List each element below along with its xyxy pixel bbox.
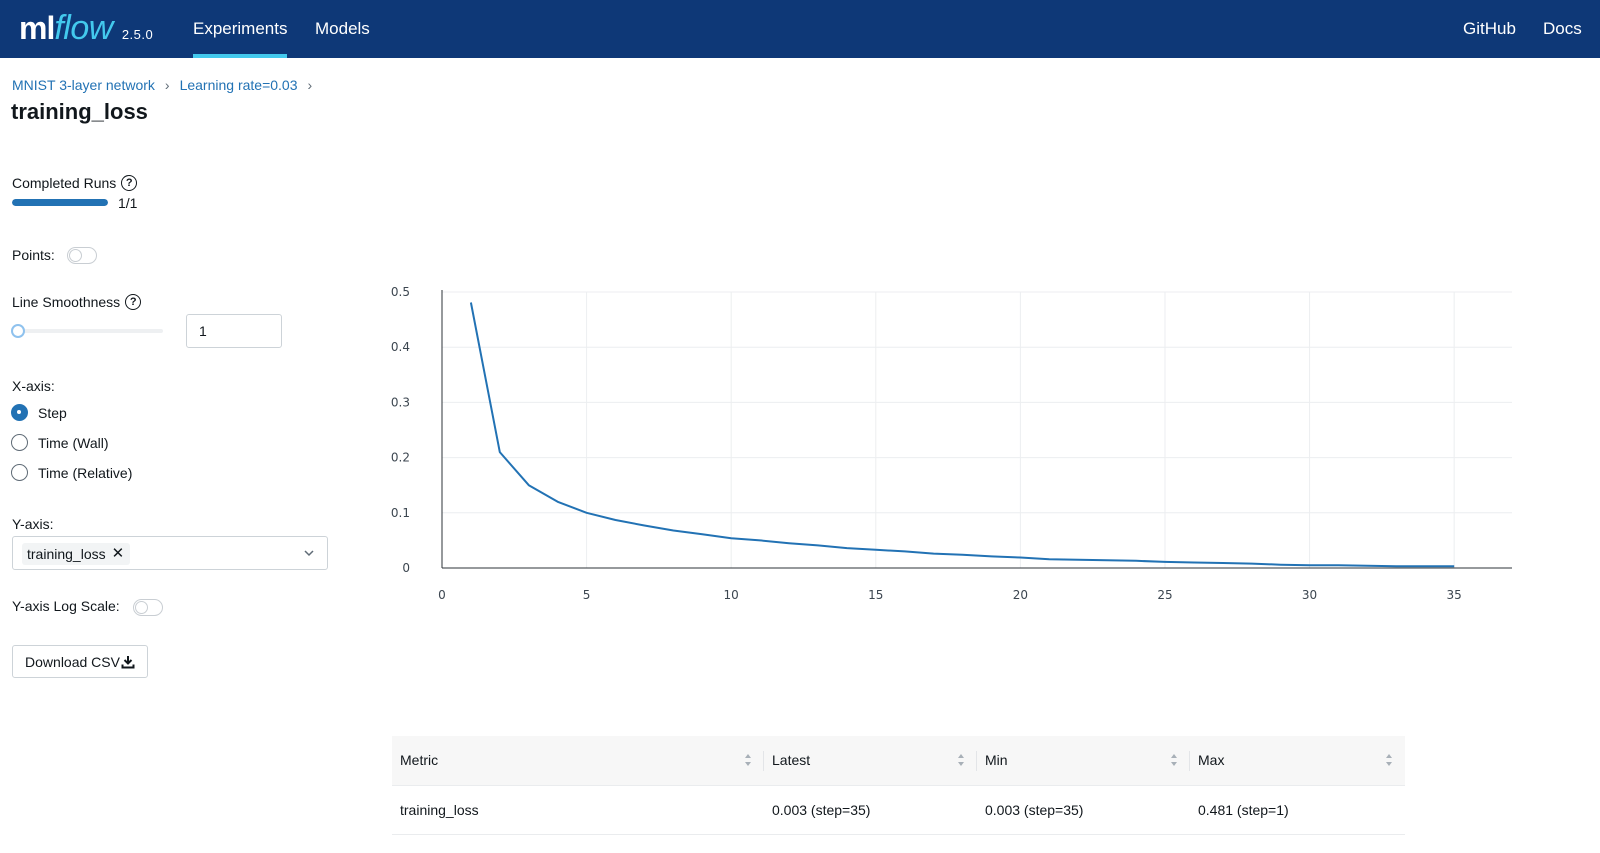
- logo-flow-text: flow: [54, 9, 113, 47]
- cell-latest: 0.003 (step=35): [764, 785, 977, 835]
- cell-min: 0.003 (step=35): [977, 785, 1190, 835]
- x-axis-option-time-wall[interactable]: Time (Wall): [11, 434, 109, 451]
- tag-label: training_loss: [27, 546, 106, 562]
- metric-line-chart[interactable]: 0 0.1 0.2 0.3 0.4 0.5 0 5 10 15 20 25 30 35: [380, 280, 1520, 600]
- version-label: 2.5.0: [121, 27, 154, 42]
- completed-runs-progress: [12, 199, 108, 206]
- nav-docs[interactable]: Docs: [1543, 19, 1582, 38]
- chevron-right-icon: ›: [307, 77, 313, 93]
- header-label: Metric: [400, 752, 439, 769]
- x-tick-label: 20: [1013, 588, 1028, 600]
- x-tick-label: 30: [1302, 588, 1317, 600]
- radio-label: Time (Wall): [38, 434, 109, 451]
- series-line-training-loss: [469, 302, 1455, 568]
- y-tick-label: 0: [402, 561, 410, 575]
- x-tick-label: 25: [1157, 588, 1172, 600]
- y-axis-select[interactable]: training_loss ✕: [12, 536, 328, 570]
- header-label: Max: [1198, 752, 1225, 769]
- header-label: Latest: [772, 752, 811, 769]
- help-icon[interactable]: ?: [121, 175, 138, 191]
- smoothness-input[interactable]: [186, 314, 282, 348]
- smoothness-slider-track[interactable]: [18, 329, 163, 333]
- metrics-summary-table: Metric Latest Min Max training_loss: [392, 736, 1405, 835]
- sort-icon[interactable]: [744, 753, 752, 767]
- download-csv-button[interactable]: Download CSV: [12, 645, 148, 678]
- y-log-scale-label: Y-axis Log Scale:: [12, 598, 120, 614]
- toggle-knob: [135, 601, 148, 614]
- breadcrumb: MNIST 3-layer network › Learning rate=0.…: [12, 77, 322, 93]
- download-csv-label: Download CSV: [25, 653, 120, 670]
- y-tick-label: 0.2: [391, 451, 410, 465]
- radio-label: Step: [38, 404, 67, 421]
- logo-ml-text: ml: [19, 10, 55, 46]
- top-nav-bar: ml flow 2.5.0 Experiments Models GitHub …: [0, 0, 1600, 58]
- x-tick-label: 5: [583, 588, 591, 600]
- x-tick-label: 35: [1447, 588, 1462, 600]
- nav-experiments[interactable]: Experiments: [193, 0, 288, 58]
- sort-icon[interactable]: [1170, 753, 1178, 767]
- y-tick-label: 0.3: [391, 395, 410, 409]
- cell-max: 0.481 (step=1): [1190, 785, 1405, 835]
- points-label: Points:: [12, 247, 55, 263]
- download-icon: [121, 655, 135, 668]
- table-header-row: Metric Latest Min Max: [392, 736, 1405, 786]
- breadcrumb-run[interactable]: Learning rate=0.03: [179, 77, 298, 93]
- smoothness-slider-handle[interactable]: [11, 324, 25, 338]
- radio-icon[interactable]: [11, 464, 28, 481]
- radio-selected-icon[interactable]: [11, 404, 28, 421]
- y-tick-label: 0.1: [391, 506, 410, 520]
- x-axis-option-time-relative[interactable]: Time (Relative): [11, 464, 132, 481]
- chevron-down-icon: [304, 550, 314, 557]
- cell-metric: training_loss: [392, 785, 764, 835]
- radio-icon[interactable]: [11, 434, 28, 451]
- x-axis-label: X-axis:: [12, 378, 55, 394]
- nav-models[interactable]: Models: [315, 19, 370, 38]
- column-divider: [1189, 751, 1190, 771]
- line-smoothness-label: Line Smoothness ?: [12, 294, 142, 310]
- x-tick-label: 10: [724, 588, 739, 600]
- line-smoothness-text: Line Smoothness: [12, 294, 121, 310]
- column-header-latest[interactable]: Latest: [764, 736, 977, 786]
- x-tick-label: 15: [868, 588, 883, 600]
- column-header-metric[interactable]: Metric: [392, 736, 764, 786]
- nav-github[interactable]: GitHub: [1463, 19, 1516, 38]
- toggle-knob: [69, 249, 82, 262]
- breadcrumb-experiment[interactable]: MNIST 3-layer network: [12, 77, 155, 93]
- radio-label: Time (Relative): [38, 464, 133, 481]
- page-title: training_loss: [11, 99, 148, 124]
- mlflow-logo[interactable]: ml flow 2.5.0: [19, 2, 153, 52]
- completed-runs-label: Completed Runs ?: [12, 175, 138, 191]
- header-label: Min: [985, 752, 1008, 769]
- y-log-scale-toggle[interactable]: [133, 599, 163, 616]
- column-divider: [763, 751, 764, 771]
- chevron-right-icon: ›: [164, 77, 170, 93]
- completed-runs-count: 1/1: [118, 195, 138, 211]
- column-header-max[interactable]: Max: [1190, 736, 1405, 786]
- sort-icon[interactable]: [1385, 753, 1393, 767]
- column-divider: [976, 751, 977, 771]
- y-tick-label: 0.4: [391, 340, 410, 354]
- x-axis-option-step[interactable]: Step: [11, 404, 67, 421]
- x-tick-label: 0: [438, 588, 446, 600]
- y-axis-label: Y-axis:: [12, 516, 54, 532]
- y-tick-label: 0.5: [391, 285, 410, 299]
- help-icon[interactable]: ?: [125, 294, 142, 310]
- y-axis-tag: training_loss ✕: [22, 543, 131, 565]
- close-icon[interactable]: ✕: [111, 545, 125, 562]
- progress-fill: [12, 199, 108, 206]
- table-row: training_loss 0.003 (step=35) 0.003 (ste…: [392, 785, 1405, 835]
- points-toggle[interactable]: [67, 247, 97, 264]
- sort-icon[interactable]: [957, 753, 965, 767]
- column-header-min[interactable]: Min: [977, 736, 1190, 786]
- completed-runs-text: Completed Runs: [12, 175, 117, 191]
